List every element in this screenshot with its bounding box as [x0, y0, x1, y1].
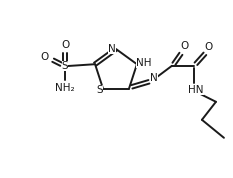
- Text: O: O: [61, 40, 69, 50]
- Text: HN: HN: [188, 85, 204, 95]
- Text: S: S: [97, 85, 103, 95]
- Text: N: N: [108, 44, 116, 54]
- Text: O: O: [40, 52, 48, 62]
- Text: O: O: [181, 41, 189, 51]
- Text: O: O: [205, 42, 213, 52]
- Text: N: N: [150, 73, 158, 83]
- Text: S: S: [62, 61, 69, 71]
- Text: NH: NH: [136, 58, 152, 68]
- Text: NH₂: NH₂: [55, 83, 75, 93]
